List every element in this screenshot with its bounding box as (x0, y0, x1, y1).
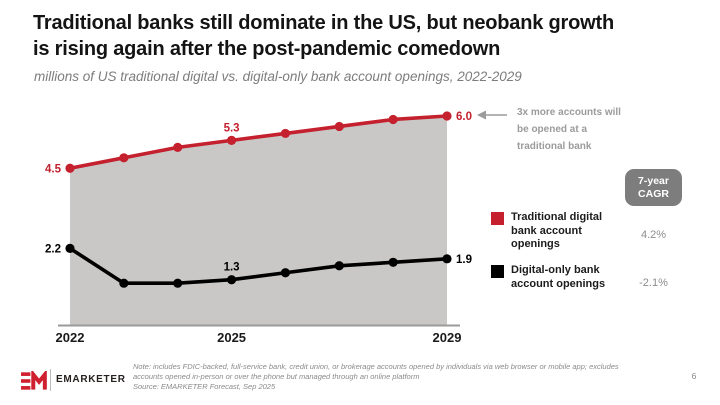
cagr-value-digital-only: -2.1% (639, 277, 668, 289)
legend-swatch-digital-only (491, 265, 504, 278)
footer-note: Note: includes FDIC-backed, full-service… (133, 362, 619, 392)
footer-note-line-2: accounts opened in-person or over the ph… (133, 372, 420, 381)
data-label: 5.3 (224, 122, 240, 134)
footer-source: Source: EMARKETER Forecast, Sep 2025 (133, 382, 276, 391)
cagr-header-badge: 7-year CAGR (625, 169, 682, 206)
legend-label-digital-only: Digital-only bank account openings (511, 264, 606, 290)
page-title: Traditional banks still dominate in the … (33, 10, 614, 62)
series-traditional: 4.5 5.3 6.0 (45, 111, 472, 175)
annotation-arrow-icon (477, 110, 507, 120)
cagr-value-traditional: 4.2% (640, 229, 667, 241)
chart-annotation: 3x more accounts will be opened at a tra… (517, 107, 621, 152)
data-label: 6.0 (456, 111, 472, 123)
page-title-line-1: Traditional banks still dominate in the … (33, 12, 614, 34)
emarketer-logo-icon (21, 371, 47, 390)
chart-subtitle: millions of US traditional digital vs. d… (34, 69, 522, 84)
series-digital-only: 2.2 1.3 1.9 (45, 243, 472, 288)
x-tick-label: 2025 (217, 330, 246, 345)
footer-note-line-1: Note: includes FDIC-backed, full-service… (133, 362, 619, 371)
legend-label-traditional: Traditional digital bank account opening… (511, 211, 603, 250)
page-number: 6 (691, 371, 697, 381)
legend-swatch-traditional (491, 212, 504, 225)
area-fill (70, 116, 447, 325)
data-label: 4.5 (45, 163, 62, 175)
data-label: 2.2 (45, 243, 61, 255)
data-label: 1.9 (456, 254, 472, 266)
x-tick-label: 2022 (56, 330, 85, 345)
data-label: 1.3 (224, 262, 240, 274)
page-title-line-2: is rising again after the post-pandemic … (33, 38, 501, 60)
emarketer-logo-text: EMARKETER (56, 374, 126, 385)
x-tick-label: 2029 (433, 330, 462, 345)
footer-divider (50, 369, 51, 391)
legend-item-digital-only: Digital-only bank account openings (491, 264, 621, 291)
legend-item-traditional: Traditional digital bank account opening… (491, 211, 621, 252)
